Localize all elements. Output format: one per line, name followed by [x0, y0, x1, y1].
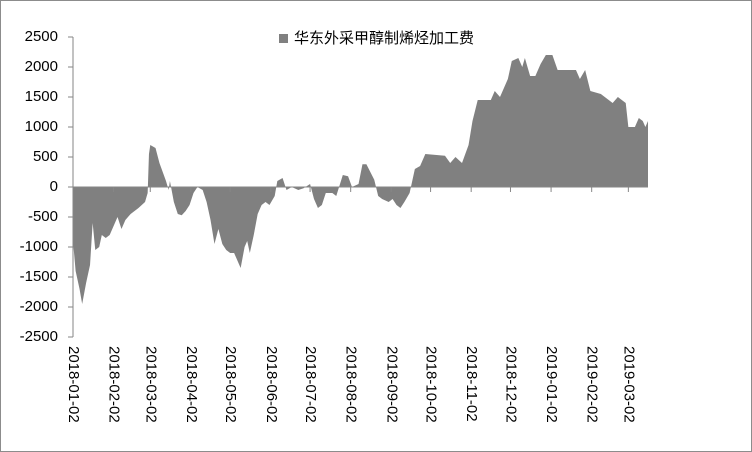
- x-tick-label: 2019-01-02: [543, 346, 560, 423]
- x-tick-label: 2019-03-02: [620, 346, 637, 423]
- y-tick-label: -1000: [20, 238, 58, 255]
- x-tick-label: 2018-04-02: [183, 346, 200, 423]
- x-tick-label: 2018-11-02: [463, 346, 480, 422]
- y-tick-label: 1000: [25, 118, 58, 135]
- x-tick-label: 2018-06-02: [263, 346, 280, 423]
- y-tick-label: -500: [28, 208, 58, 225]
- x-tick-label: 2018-08-02: [343, 346, 360, 423]
- x-tick-label: 2018-03-02: [142, 346, 159, 423]
- y-tick-label: 2500: [25, 28, 58, 45]
- x-tick-label: 2018-05-02: [222, 346, 239, 423]
- x-tick-label: 2018-01-02: [65, 346, 82, 423]
- y-tick-label: -2000: [20, 298, 58, 315]
- y-tick-label: 500: [33, 148, 58, 165]
- area: [73, 55, 648, 304]
- x-tick-label: 2018-12-02: [503, 346, 520, 423]
- legend-swatch: [279, 34, 288, 43]
- y-tick-label: -1500: [20, 268, 58, 285]
- y-tick-label: 1500: [25, 88, 58, 105]
- y-tick-label: -2500: [20, 328, 58, 345]
- y-tick-label: 2000: [25, 58, 58, 75]
- x-tick-label: 2018-02-02: [106, 346, 123, 423]
- x-tick-label: 2018-10-02: [423, 346, 440, 423]
- legend-label: 华东外采甲醇制烯烃加工费: [294, 30, 474, 47]
- x-tick-label: 2018-07-02: [302, 346, 319, 423]
- x-tick-label: 2018-09-02: [383, 346, 400, 423]
- x-tick-label: 2019-02-02: [584, 346, 601, 423]
- y-tick-label: 0: [50, 178, 58, 195]
